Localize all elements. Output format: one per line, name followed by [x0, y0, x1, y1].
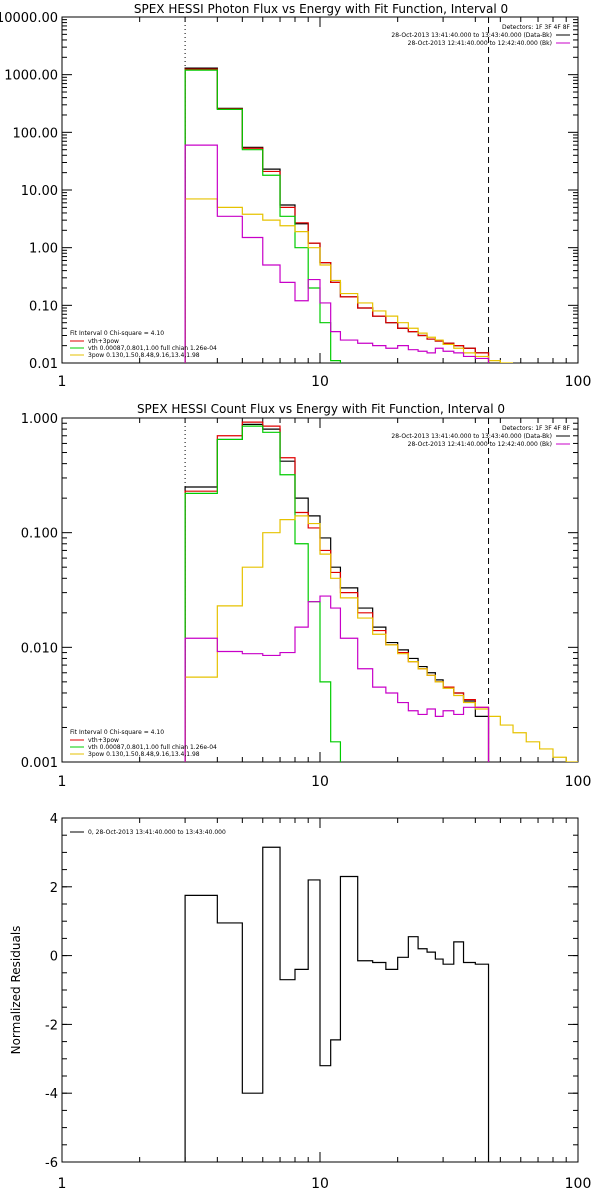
x-tick-label: 10 [311, 1176, 329, 1192]
y-tick-label: -2 [45, 1018, 58, 1033]
y-tick-label: -6 [45, 1156, 58, 1171]
fit-legend-label: 3pow 0.130,1.50,8.48,9.16,13.4,1.98 [88, 751, 200, 758]
fit-legend-label: vth+3pow [88, 737, 119, 744]
y-tick-label: 0.10 [29, 299, 58, 314]
residual-legend-label: 0, 28-Oct-2013 13:41:40.000 to 13:43:40.… [88, 829, 226, 836]
detectors-label: Detectors: 1F 3F 4F 8F [502, 24, 571, 31]
y-tick-label: 1000.00 [4, 69, 58, 84]
y-tick-label: 0 [50, 950, 58, 965]
series-line [184, 69, 342, 363]
x-tick-label: 100 [565, 374, 592, 390]
y-tick-label: 1.000 [21, 412, 58, 427]
detectors-label: Detectors: 1F 3F 4F 8F [502, 425, 571, 432]
fit-legend-label: vth+3pow [88, 338, 119, 345]
y-tick-label: -4 [45, 1087, 58, 1102]
residuals-panel: Normalized Residuals 1 10 100 -6 -4 -2 0 2 4 0, 2… [9, 812, 591, 1192]
residuals-y-axis-label: Normalized Residuals [9, 926, 23, 1055]
y-tick-label: 0.01 [29, 357, 58, 372]
series-line [184, 144, 490, 363]
series-line [184, 846, 490, 1162]
fit-legend-label: vth 0.00087,0.801,1.00 full chian 1.26e-… [88, 744, 217, 751]
y-tick-label: 100.00 [13, 126, 59, 141]
photon-flux-title: SPEX HESSI Photon Flux vs Energy with Fi… [134, 2, 508, 16]
x-tick-label: 10 [311, 374, 329, 390]
x-tick-label: 1 [58, 774, 67, 790]
time-legend-label: 28-Oct-2013 12:41:40.000 to 12:42:40.000… [408, 40, 552, 47]
time-legend-label: 28-Oct-2013 13:41:40.000 to 13:43:40.000… [391, 32, 552, 39]
x-tick-label: 100 [565, 774, 592, 790]
x-tick-label: 100 [565, 1176, 592, 1192]
series-line [184, 425, 342, 762]
series-line [184, 67, 490, 363]
x-tick-label: 1 [58, 1176, 67, 1192]
count-flux-plot-frame [61, 417, 579, 763]
series-line [184, 68, 490, 363]
x-tick-label: 1 [58, 374, 67, 390]
x-tick-label: 10 [311, 774, 329, 790]
series-line [184, 595, 490, 762]
time-legend-label: 28-Oct-2013 13:41:40.000 to 13:43:40.000… [391, 433, 552, 440]
fit-legend-title: Fit Interval 0 Chi-square = 4.10 [70, 729, 164, 736]
y-tick-label: 1.00 [29, 242, 58, 257]
count-flux-panel: SPEX HESSI Count Flux vs Energy with Fit… [21, 402, 592, 790]
y-tick-label: 10.00 [21, 184, 58, 199]
fit-legend-title: Fit Interval 0 Chi-square = 4.10 [70, 330, 164, 337]
y-tick-label: 4 [50, 812, 58, 827]
y-tick-label: 10000.00 [0, 11, 58, 26]
fit-legend-label: 3pow 0.130,1.50,8.48,9.16,13.4,1.98 [88, 352, 200, 359]
photon-flux-panel: SPEX HESSI Photon Flux vs Energy with Fi… [0, 2, 591, 390]
series-line [184, 515, 578, 762]
series-line [184, 198, 514, 363]
count-flux-title: SPEX HESSI Count Flux vs Energy with Fit… [137, 402, 505, 416]
y-tick-label: 0.100 [21, 527, 58, 542]
y-tick-label: 2 [50, 881, 58, 896]
y-tick-label: 0.010 [21, 641, 58, 656]
time-legend-label: 28-Oct-2013 12:41:40.000 to 12:42:40.000… [408, 441, 552, 448]
y-tick-label: 0.001 [21, 756, 58, 771]
fit-legend-label: vth 0.00087,0.801,1.00 full chian 1.26e-… [88, 345, 217, 352]
